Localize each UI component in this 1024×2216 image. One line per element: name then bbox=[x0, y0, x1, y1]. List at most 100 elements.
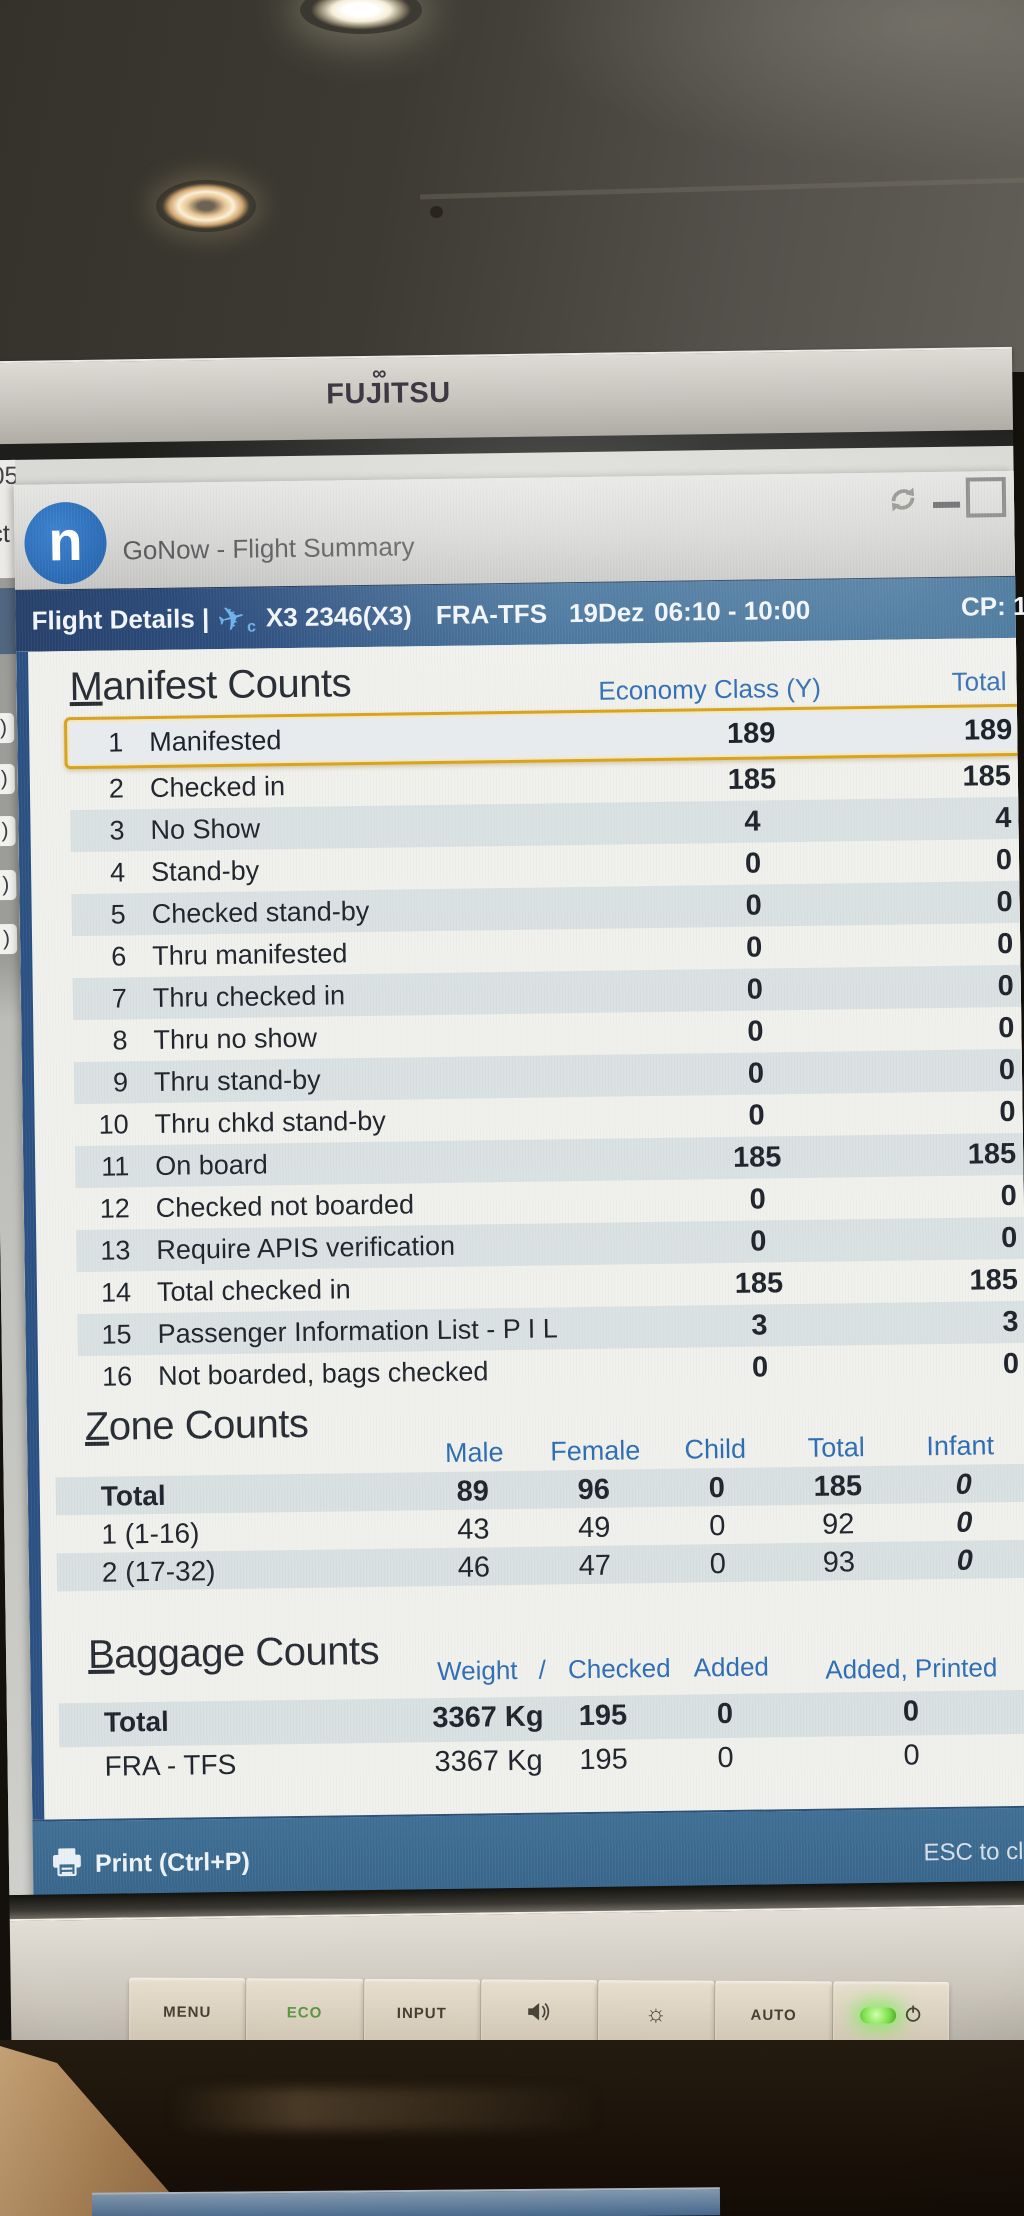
economy-value: 0 bbox=[750, 1224, 767, 1258]
total-value: 189 bbox=[963, 713, 1013, 747]
row-label: Checked stand-by bbox=[151, 895, 370, 929]
menu-button: MENU bbox=[128, 1977, 246, 2047]
row-number: 1 bbox=[108, 726, 124, 758]
power-led bbox=[859, 2007, 896, 2024]
row-number: 5 bbox=[110, 898, 126, 930]
female-value: 96 bbox=[577, 1473, 611, 1507]
checked-value: 195 bbox=[579, 1743, 628, 1777]
total-value: 185 bbox=[962, 759, 1012, 793]
infinity-icon: ∞ bbox=[372, 362, 388, 385]
row-number: 6 bbox=[111, 940, 127, 972]
row-number: 8 bbox=[112, 1024, 128, 1056]
total-value: 0 bbox=[998, 1053, 1016, 1086]
auto-button: AUTO bbox=[714, 1980, 832, 2050]
monitor: ∞ FUJITSU 0 5 ct ) ) ) ) ) bbox=[0, 341, 1024, 2100]
monitor-button-row: MENU ECO INPUT ☼ bbox=[128, 1977, 950, 2050]
eco-button-label: ECO bbox=[286, 2003, 323, 2022]
eco-button: ECO bbox=[245, 1978, 363, 2047]
flight-details-label: Flight Details | bbox=[31, 603, 210, 636]
total-value: 0 bbox=[998, 1011, 1015, 1044]
ceiling bbox=[0, 0, 1024, 372]
checked-value: 195 bbox=[578, 1699, 628, 1733]
weight-column-header: Weight bbox=[436, 1654, 518, 1687]
print-bar[interactable]: Print (Ctrl+P) ESC to clo bbox=[32, 1805, 1024, 1908]
plane-icon: ✈ bbox=[213, 596, 250, 640]
menu-button-label: MENU bbox=[163, 2003, 212, 2021]
row-number: 2 bbox=[108, 772, 125, 804]
total-value: 185 bbox=[813, 1470, 863, 1503]
brightness-icon: ☼ bbox=[644, 2000, 668, 2028]
total-value: 93 bbox=[822, 1546, 856, 1579]
economy-value: 0 bbox=[745, 930, 763, 964]
added-printed-column-header: Added, Printed bbox=[825, 1652, 998, 1685]
fragment-paren: ) bbox=[0, 763, 16, 795]
row-label: Thru stand-by bbox=[153, 1064, 321, 1097]
flight-route: FRA-TFS bbox=[435, 598, 548, 631]
row-label: FRA - TFS bbox=[104, 1748, 237, 1782]
row-label: On board bbox=[155, 1148, 268, 1181]
window-titlebar[interactable]: n GoNow - Flight Summary bbox=[13, 470, 1016, 591]
child-value: 0 bbox=[709, 1510, 726, 1543]
row-number: 15 bbox=[101, 1318, 132, 1350]
fragment-paren: ) bbox=[0, 869, 17, 901]
total-column-header: Total bbox=[807, 1432, 865, 1463]
added-value: 0 bbox=[716, 1697, 734, 1731]
row-number: 9 bbox=[112, 1066, 129, 1098]
zone-table: Total 89 96 0 185 0 1 (1-16) 43 49 bbox=[55, 1463, 1024, 1592]
lower-screen-strip bbox=[91, 2187, 721, 2216]
fujitsu-logo: ∞ FUJITSU bbox=[288, 363, 488, 412]
economy-value: 185 bbox=[732, 1140, 782, 1174]
added-printed-value: 0 bbox=[902, 1695, 920, 1728]
input-button-label: INPUT bbox=[396, 2004, 447, 2022]
total-value: 0 bbox=[1000, 1179, 1017, 1212]
row-number: 13 bbox=[100, 1234, 131, 1266]
economy-value: 0 bbox=[746, 972, 764, 1006]
fragment-paren: ) bbox=[0, 712, 15, 744]
refresh-icon[interactable] bbox=[884, 480, 923, 524]
maximize-button[interactable] bbox=[965, 477, 1007, 518]
fragment-paren: ) bbox=[0, 815, 16, 847]
fragment-paren: ) bbox=[0, 923, 18, 955]
male-column-header: Male bbox=[444, 1437, 504, 1468]
total-value: 0 bbox=[997, 969, 1015, 1002]
male-value: 46 bbox=[457, 1551, 491, 1584]
child-value: 0 bbox=[708, 1472, 726, 1505]
flight-time: 06:10 - 10:00 bbox=[653, 594, 811, 627]
female-value: 49 bbox=[577, 1511, 611, 1545]
brightness-button: ☼ bbox=[597, 1980, 715, 2049]
row-label: Total bbox=[100, 1479, 166, 1512]
infant-value: 0 bbox=[956, 1544, 974, 1577]
minimize-button[interactable] bbox=[933, 501, 961, 509]
economy-value: 0 bbox=[744, 846, 762, 880]
total-value: 92 bbox=[821, 1508, 855, 1541]
row-number: 16 bbox=[101, 1360, 133, 1392]
row-label: Not boarded, bags checked bbox=[157, 1355, 489, 1391]
desk-reflection bbox=[170, 2088, 600, 2130]
row-label: Checked not boarded bbox=[155, 1188, 415, 1223]
weight-value: 3367 Kg bbox=[432, 1700, 544, 1735]
total-column-header: Total bbox=[951, 666, 1007, 697]
fragment-text: ct bbox=[0, 519, 11, 549]
row-number: 4 bbox=[109, 856, 126, 888]
row-label: Manifested bbox=[149, 724, 282, 757]
row-number: 14 bbox=[100, 1276, 132, 1308]
economy-value: 185 bbox=[734, 1266, 784, 1300]
weight-value: 3367 Kg bbox=[434, 1744, 543, 1779]
manifest-table: 1 Manifested 189 189 2 Checked in 185 18… bbox=[63, 703, 1024, 1398]
row-label: Checked in bbox=[149, 770, 286, 803]
speaker-icon bbox=[527, 2002, 551, 2026]
row-label: Passenger Information List - P I L bbox=[157, 1312, 558, 1349]
economy-value: 3 bbox=[751, 1308, 768, 1342]
esc-close-hint: ESC to clo bbox=[923, 1837, 1024, 1867]
row-label: 2 (17-32) bbox=[101, 1555, 216, 1588]
row-label: Total bbox=[103, 1705, 170, 1738]
zone-counts-title: Zone Counts bbox=[84, 1401, 309, 1449]
monitor-bezel-bottom: MENU ECO INPUT ☼ bbox=[9, 1904, 1024, 2100]
gonow-logo: n bbox=[23, 501, 108, 585]
economy-value: 0 bbox=[747, 1014, 764, 1048]
ceiling-sensor-dot bbox=[430, 206, 443, 218]
economy-value: 185 bbox=[727, 762, 777, 796]
under-monitor-shadow bbox=[0, 2040, 1024, 2216]
infant-value: 0 bbox=[955, 1468, 973, 1501]
added-printed-value: 0 bbox=[903, 1739, 920, 1772]
